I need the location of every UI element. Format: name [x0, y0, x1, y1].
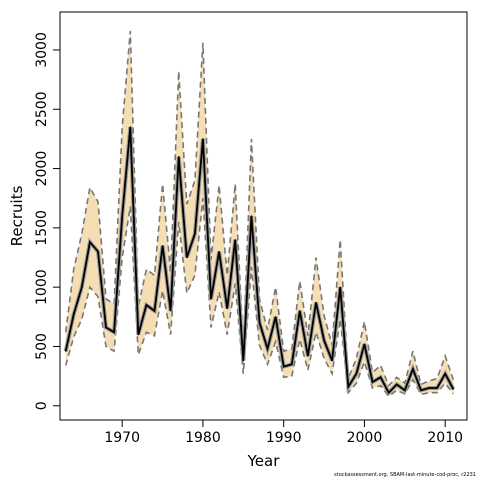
data-point	[81, 286, 83, 288]
data-point	[444, 373, 446, 375]
data-point	[283, 366, 285, 368]
data-point	[428, 387, 430, 389]
data-point	[420, 389, 422, 391]
data-point	[226, 307, 228, 310]
data-point	[396, 383, 398, 385]
data-point	[371, 381, 374, 383]
y-tick-label: 0	[34, 401, 50, 410]
data-point	[145, 304, 147, 306]
data-point	[347, 386, 349, 388]
data-point	[178, 156, 180, 158]
data-point	[404, 389, 406, 391]
data-point	[210, 298, 212, 300]
y-tick-label: 2000	[34, 151, 50, 187]
data-point	[380, 376, 382, 378]
data-point	[355, 373, 357, 375]
data-point	[323, 339, 325, 342]
y-tick-label: 1500	[34, 210, 50, 246]
x-tick-label: 1980	[185, 430, 221, 446]
data-point	[162, 245, 164, 247]
data-point	[129, 126, 131, 128]
y-tick-label: 3000	[34, 32, 50, 68]
x-tick-label: 2010	[427, 430, 463, 446]
data-point	[388, 392, 390, 394]
data-point	[89, 241, 91, 243]
data-point	[194, 233, 196, 235]
data-point	[412, 368, 414, 370]
data-point	[339, 286, 341, 288]
data-point	[436, 387, 438, 389]
y-axis-title: Recruits	[8, 185, 26, 246]
data-point	[121, 215, 123, 217]
data-point	[186, 256, 188, 259]
data-point	[266, 348, 269, 350]
y-tick-label: 500	[34, 333, 50, 360]
x-tick-label: 1970	[104, 430, 140, 446]
data-point	[452, 388, 454, 390]
data-point	[73, 313, 75, 315]
data-point	[331, 360, 333, 362]
x-axis-title: Year	[247, 452, 281, 470]
data-point	[97, 251, 99, 253]
y-tick-label: 2500	[34, 91, 50, 127]
data-point	[275, 316, 277, 318]
data-point	[218, 251, 220, 253]
data-point	[315, 302, 317, 304]
data-point	[291, 363, 293, 365]
data-point	[242, 360, 244, 362]
data-point	[170, 310, 172, 312]
data-point	[65, 350, 67, 352]
data-point	[105, 326, 107, 329]
data-point	[250, 215, 252, 217]
data-point	[137, 334, 139, 336]
plot-frame	[59, 11, 468, 421]
source-footnote: stockassessment.org, SBAM-last-minute-co…	[334, 472, 476, 478]
data-point	[299, 310, 301, 312]
data-point	[153, 310, 156, 312]
y-tick-label: 1000	[34, 269, 50, 305]
data-point	[258, 322, 261, 324]
x-tick-label: 1990	[266, 430, 302, 446]
data-point	[363, 343, 365, 345]
x-tick-label: 2000	[347, 430, 383, 446]
data-point	[113, 331, 115, 333]
data-point	[234, 239, 236, 241]
data-point	[307, 355, 309, 357]
series-line-lower	[64, 198, 454, 398]
data-point	[202, 138, 204, 140]
